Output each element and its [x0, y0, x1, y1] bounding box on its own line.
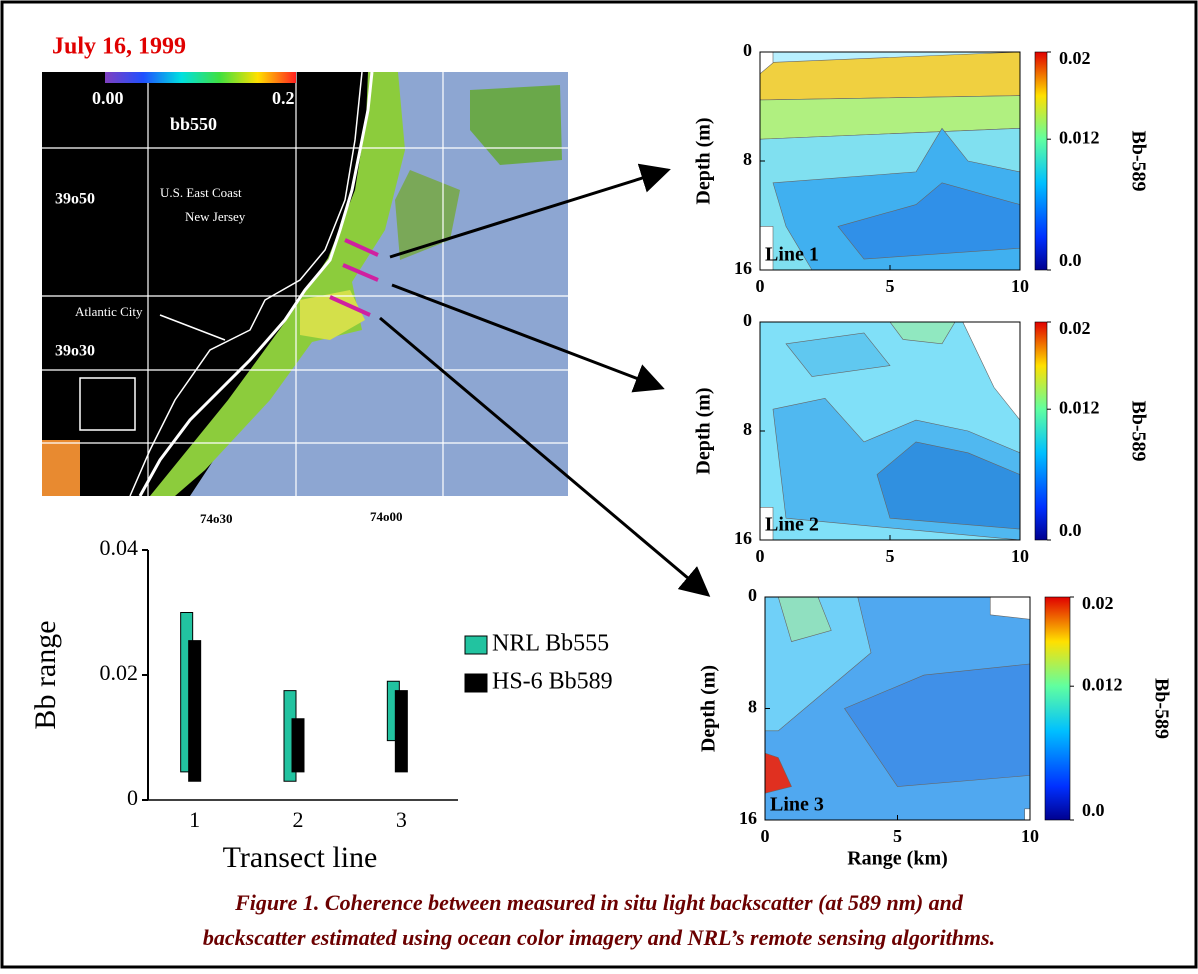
map — [42, 71, 568, 497]
range-bar — [394, 690, 408, 773]
contour-region — [1024, 808, 1031, 821]
x-tick-label: 10 — [1021, 826, 1039, 846]
map-label: Atlantic City — [75, 304, 143, 319]
map-label: U.S. East Coast — [160, 185, 242, 200]
lon-label: 74o30 — [200, 511, 233, 526]
colorbar-tick-label: 0.012 — [1059, 397, 1100, 417]
range-bar — [188, 640, 202, 782]
x-tick-label: 5 — [886, 546, 895, 566]
legend-swatch — [464, 673, 488, 693]
caption: backscatter estimated using ocean color … — [203, 925, 995, 950]
y-tick-label: 8 — [748, 697, 757, 717]
map-label: New Jersey — [185, 209, 246, 224]
lon-label: 74o00 — [370, 509, 403, 524]
colorbar-tick-label: 0.0 — [1082, 800, 1105, 820]
x-axis-label: Transect line — [223, 841, 378, 874]
lat-label: 39o50 — [55, 191, 95, 208]
colorbar-tick-label: 0.0 — [1059, 250, 1082, 270]
y-axis-label: Depth (m) — [693, 117, 715, 204]
x-tick-label: 5 — [893, 826, 902, 846]
colorbar-tick-label: 0.02 — [1059, 48, 1091, 68]
y-tick-label: 16 — [739, 808, 757, 828]
colorbar-tick-label: 0.012 — [1059, 127, 1100, 147]
panel-label: Line 3 — [770, 794, 824, 816]
x-tick-label: 3 — [396, 807, 407, 832]
colorbar-tick-label: 0.012 — [1082, 674, 1123, 694]
legend-label: HS-6 Bb589 — [492, 669, 613, 695]
x-tick-label: 0 — [756, 546, 765, 566]
colorbar-label: Bb-589 — [1127, 400, 1149, 461]
y-tick-label: 0 — [748, 585, 757, 605]
panel-label: Line 2 — [765, 514, 819, 536]
cbar-max: 0.2 — [272, 88, 295, 108]
x-tick-label: 5 — [886, 276, 895, 296]
y-tick-label: 8 — [743, 419, 752, 439]
cbar-label: bb550 — [170, 114, 217, 134]
colorbar-tick-label: 0.02 — [1059, 318, 1091, 338]
legend-label: NRL Bb555 — [492, 631, 609, 657]
y-tick-label: 0 — [743, 310, 752, 330]
y-axis-label: Bb range — [29, 620, 62, 729]
y-tick-label: 0 — [743, 40, 752, 60]
y-tick-label: 8 — [743, 149, 752, 169]
x-tick-label: 2 — [293, 807, 304, 832]
colorbar — [1034, 51, 1048, 271]
x-axis-label: Range (km) — [847, 848, 948, 870]
x-tick-label: 1 — [189, 807, 200, 832]
y-axis-label: Depth (m) — [698, 665, 720, 752]
lat-label: 39o30 — [55, 343, 95, 360]
legend-swatch — [464, 635, 488, 655]
y-tick-label: 0.04 — [100, 535, 139, 560]
colorbar-tick-label: 0.0 — [1059, 520, 1082, 540]
x-tick-label: 0 — [761, 826, 770, 846]
x-tick-label: 10 — [1011, 276, 1029, 296]
colorbar-label: Bb-589 — [1127, 130, 1149, 191]
range-bar — [291, 718, 305, 773]
y-tick-label: 0.02 — [100, 660, 139, 685]
y-tick-label: 0 — [127, 785, 138, 810]
x-tick-label: 0 — [756, 276, 765, 296]
y-tick-label: 16 — [734, 528, 752, 548]
colorbar-label: Bb-589 — [1150, 678, 1172, 739]
cbar-min: 0.00 — [92, 88, 124, 108]
arrows — [379, 163, 711, 597]
colorbar-tick-label: 0.02 — [1082, 593, 1114, 613]
x-tick-label: 10 — [1011, 546, 1029, 566]
colorbar — [1034, 321, 1048, 541]
panel-label: Line 1 — [765, 244, 819, 266]
y-tick-label: 16 — [734, 258, 752, 278]
contour-region — [785, 332, 891, 377]
colorbar — [1044, 596, 1071, 821]
caption: Figure 1. Coherence between measured in … — [234, 890, 964, 915]
y-axis-label: Depth (m) — [693, 387, 715, 474]
map-title: July 16, 1999 — [52, 34, 186, 60]
